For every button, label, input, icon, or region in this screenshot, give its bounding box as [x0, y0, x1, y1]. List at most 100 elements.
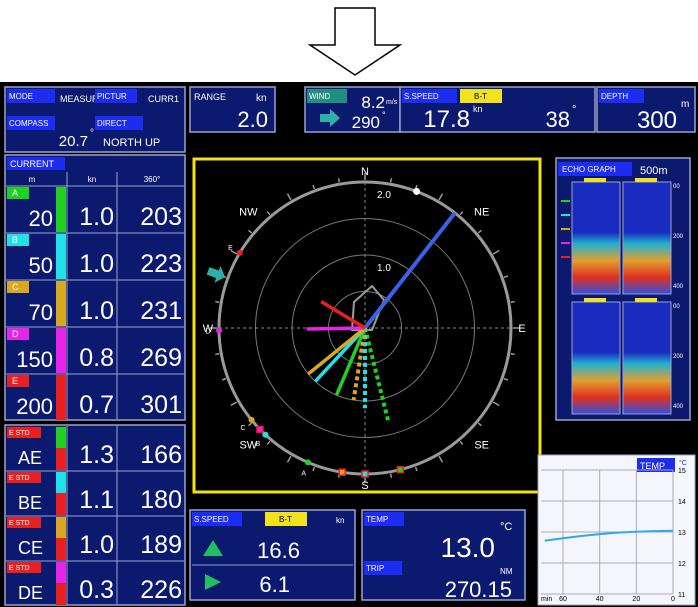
echo-panel: [572, 302, 620, 414]
row-label: A: [12, 188, 18, 198]
value: CURR1: [148, 94, 179, 104]
color-bar: [56, 375, 66, 420]
direction-value: 189: [140, 531, 182, 559]
unit: kn: [256, 93, 267, 104]
layer-tick: [561, 228, 570, 230]
depth-label: 200: [673, 234, 684, 240]
x-tick-label: 0: [671, 596, 675, 603]
value: 38: [546, 107, 570, 132]
echo-marker: [635, 298, 657, 302]
row-label: C: [12, 282, 19, 292]
y-tick-label: 14: [678, 499, 686, 506]
down-arrow: [310, 8, 400, 75]
title: ECHO GRAPH: [562, 165, 616, 174]
depth-value: 150: [16, 347, 53, 372]
label: DEPTH: [601, 92, 628, 101]
depth-value: 200: [16, 394, 53, 419]
echo-marker: [584, 178, 606, 182]
ring-tick: [511, 302, 515, 303]
value: 16.6: [257, 538, 300, 563]
echo-panel: [623, 182, 671, 294]
row-label: B: [12, 235, 18, 245]
row-name: BE: [18, 493, 42, 513]
color-bar: [56, 493, 66, 515]
speed-panel: S.SPEED B-T kn 16.6 6.1: [190, 510, 355, 600]
ring-tick: [391, 178, 392, 182]
depth-label: 200: [673, 354, 684, 360]
ring-tick: [339, 178, 340, 182]
depth-value: 70: [29, 300, 53, 325]
row-label: E: [12, 376, 18, 386]
color-bar: [56, 562, 66, 583]
unit: kn: [473, 104, 483, 114]
label: PICTUR: [97, 92, 127, 101]
echo-marker: [584, 298, 606, 302]
direction-label: S: [361, 480, 368, 492]
speed-value: 1.0: [79, 250, 114, 278]
direction-value: 231: [140, 297, 182, 325]
marker-label: A: [301, 471, 306, 478]
label: MODE: [9, 92, 33, 101]
unit: °: [382, 110, 386, 120]
label: S.SPEED: [194, 515, 229, 524]
status-panel: MODE MEASURE PICTUR CURR1 COMPASS 20.7 °…: [5, 87, 185, 152]
speed-value: 1.3: [79, 441, 114, 469]
direction-value: 269: [140, 344, 182, 372]
y-tick-label: 15: [678, 468, 686, 475]
label: DIRECT: [97, 119, 127, 128]
ship-speed-panel: S.SPEED B-T 17.8 kn 38 °: [400, 87, 595, 133]
unit: m/s: [386, 99, 398, 106]
row-tag: E STD: [9, 430, 30, 437]
echo-panel: [572, 182, 620, 294]
depth-value: 50: [29, 253, 53, 278]
color-bar: [56, 583, 66, 605]
error-ring-marker: [257, 426, 263, 432]
ring-tick: [215, 354, 219, 355]
label: TRIP: [366, 564, 384, 573]
panel-frame: [5, 155, 185, 420]
current-ring-marker: [262, 432, 268, 438]
color-bar: [56, 234, 66, 279]
row-label: D: [12, 329, 19, 339]
value: NORTH UP: [103, 137, 160, 149]
label: TEMP: [366, 515, 388, 524]
unit: °C: [679, 459, 687, 467]
unit: °: [90, 128, 94, 139]
speed-value: 1.0: [79, 203, 114, 231]
error-ring-marker: [339, 469, 345, 475]
label: RANGE: [194, 92, 226, 102]
row-tag: E STD: [9, 475, 30, 482]
speed-value: 0.3: [79, 576, 114, 604]
echo-panel: [623, 302, 671, 414]
speed-value: 1.1: [79, 486, 114, 514]
label: WIND: [309, 92, 331, 101]
speed-value: 0.8: [79, 344, 114, 372]
value: 290: [352, 113, 380, 132]
ring-label: 2.0: [377, 190, 391, 201]
screen: MODE MEASURE PICTUR CURR1 COMPASS 20.7 °…: [0, 0, 698, 607]
unit: NM: [500, 567, 513, 576]
color-bar: [56, 187, 66, 232]
error-ring-marker: [362, 471, 368, 477]
ring-label: 1.0: [377, 263, 391, 274]
row-tag: E STD: [9, 565, 30, 572]
title: CURRENT: [10, 159, 55, 169]
range-panel: RANGE kn 2.0: [190, 87, 275, 132]
temp-trip-panel: TEMP °C 13.0 TRIP NM 270.15: [362, 510, 525, 602]
label: COMPASS: [9, 119, 48, 128]
label: B-T: [474, 92, 487, 101]
value: 17.8: [423, 106, 470, 133]
depth-label: 00: [673, 184, 680, 190]
layer-tick: [561, 242, 570, 244]
ring-tick: [391, 474, 392, 478]
depth-label: 400: [673, 404, 684, 410]
marker-label: D: [205, 329, 210, 336]
echo-marker: [635, 178, 657, 182]
layer-tick: [561, 214, 570, 216]
current-table: CURRENT m kn 360° A201.0203B501.0223C701…: [5, 155, 185, 420]
direction-label: E: [518, 323, 525, 335]
value: 20.7: [59, 133, 88, 150]
direction-label: SE: [474, 440, 489, 452]
current-ring-marker: [249, 417, 255, 423]
value: 6.1: [259, 572, 290, 597]
